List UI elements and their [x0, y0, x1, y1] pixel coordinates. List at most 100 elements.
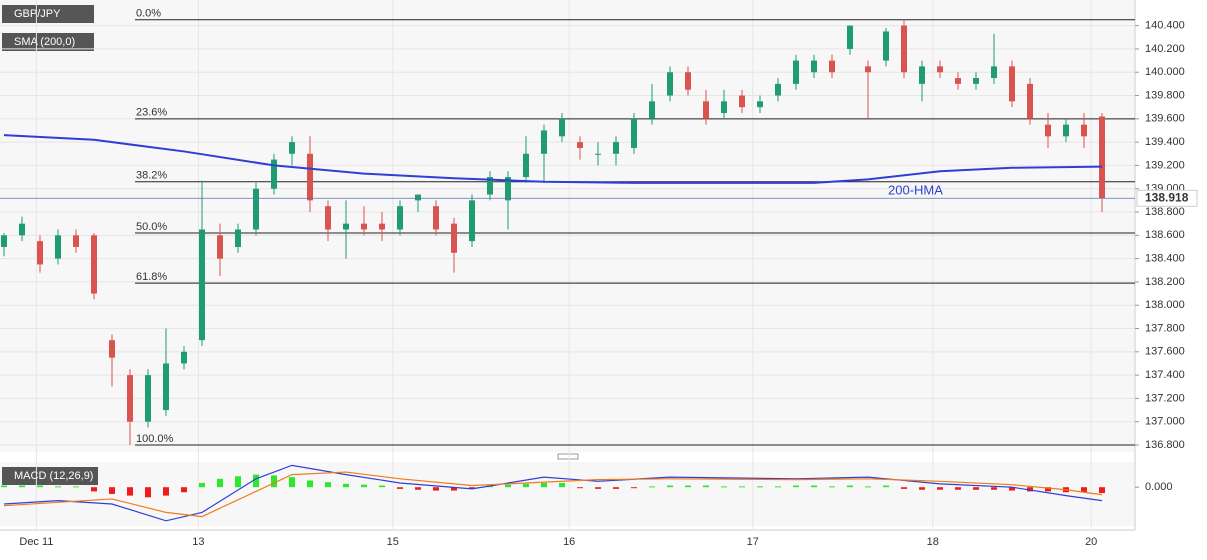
x-tick-label: 18	[927, 536, 939, 548]
macd-bar	[523, 483, 529, 488]
symbol-box	[2, 5, 94, 23]
candle-body	[703, 101, 709, 119]
candle-body	[739, 95, 745, 108]
candle-body	[937, 66, 943, 73]
macd-bar	[37, 485, 43, 488]
signal-line	[3, 471, 1103, 518]
x-tick-label: Dec 11	[19, 536, 53, 548]
macd-line	[3, 464, 1103, 522]
macd-bar	[631, 487, 637, 489]
candle-body	[397, 206, 403, 230]
macd-bar	[865, 486, 871, 488]
macd-bar	[1099, 487, 1105, 494]
symbol: GBP/JPY	[14, 8, 61, 20]
candle-body	[289, 142, 295, 154]
macd-bar	[991, 487, 997, 490]
candle-body	[577, 142, 583, 148]
candle-body	[325, 206, 331, 230]
y-tick-label: 140.000	[1145, 66, 1185, 78]
macd-bar	[919, 487, 925, 490]
y-tick-label: 138.800	[1145, 206, 1185, 218]
macd-bar	[199, 483, 205, 488]
macd-bar	[847, 485, 853, 488]
candle-body	[361, 223, 367, 230]
y-tick-label: 138.200	[1145, 276, 1185, 288]
price-label: 138.918	[1145, 190, 1189, 204]
candle-body	[685, 72, 691, 90]
macd-bar	[1, 485, 7, 488]
indicator: SMA (200,0)	[14, 36, 75, 48]
macd-bar	[559, 483, 565, 488]
candle-body	[829, 60, 835, 73]
y-tick-label: 139.400	[1145, 136, 1185, 148]
fib-label: 23.6%	[136, 107, 167, 119]
macd-bar	[667, 485, 673, 488]
macd-bar	[433, 487, 439, 491]
macd-bar	[829, 486, 835, 488]
macd-bar	[127, 487, 133, 496]
macd-bar	[955, 487, 961, 490]
panel-splitter[interactable]	[557, 453, 579, 460]
candle-body	[523, 153, 529, 178]
candle-body	[811, 60, 817, 73]
y-tick-label: 137.600	[1145, 346, 1185, 358]
fib-label: 0.0%	[136, 8, 161, 20]
y-tick-label: 140.400	[1145, 20, 1185, 32]
macd-bar	[685, 485, 691, 488]
price-panel	[0, 0, 1135, 452]
y-tick-label: 0.000	[1145, 481, 1173, 493]
candle-body	[793, 60, 799, 84]
candle-body	[73, 235, 79, 247]
candle-body	[217, 235, 223, 259]
candle-body	[775, 83, 781, 96]
candle-body	[919, 66, 925, 84]
macd-bar	[793, 485, 799, 488]
candle-body	[1099, 116, 1105, 199]
candle-body	[973, 78, 979, 84]
candle-body	[163, 363, 169, 411]
macd-title: MACD (12,26,9)	[14, 470, 93, 482]
macd-bar	[469, 487, 475, 489]
y-tick-label: 140.200	[1145, 43, 1185, 55]
fib-label: 61.8%	[136, 271, 167, 283]
candle-body	[721, 101, 727, 113]
y-tick-label: 137.400	[1145, 369, 1185, 381]
candle-body	[847, 25, 853, 49]
candle-body	[1063, 124, 1069, 137]
macd-bar	[973, 487, 979, 490]
macd-bar	[1027, 487, 1033, 492]
macd-bar	[937, 487, 943, 490]
y-tick-label: 139.600	[1145, 113, 1185, 125]
sma-label: 200-HMA	[888, 182, 943, 197]
x-tick-label: 15	[387, 536, 399, 548]
macd-bar	[721, 486, 727, 488]
macd-bar	[1045, 487, 1051, 492]
macd-bar	[415, 487, 421, 490]
candle-body	[145, 375, 151, 422]
macd-bar	[703, 485, 709, 488]
candle-body	[1027, 83, 1033, 119]
x-tick-label: 20	[1085, 536, 1097, 548]
macd-bar	[613, 487, 619, 489]
y-tick-label: 136.800	[1145, 439, 1185, 451]
candle-body	[307, 153, 313, 201]
candle-body	[181, 351, 187, 364]
candle-body	[451, 223, 457, 253]
candle-body	[91, 235, 97, 294]
candle-body	[667, 72, 673, 96]
candle-body	[991, 66, 997, 79]
y-tick-label: 138.400	[1145, 253, 1185, 265]
macd-bar	[577, 487, 583, 489]
y-tick-label: 139.200	[1145, 159, 1185, 171]
macd-bar	[1081, 487, 1087, 493]
macd-bar	[595, 487, 601, 489]
macd-bar	[91, 487, 97, 492]
y-tick-label: 138.600	[1145, 229, 1185, 241]
candle-body	[865, 66, 871, 73]
x-tick-label: 13	[192, 536, 204, 548]
candle-body	[235, 229, 241, 247]
macd-bar	[883, 485, 889, 488]
candle-body	[415, 194, 421, 201]
